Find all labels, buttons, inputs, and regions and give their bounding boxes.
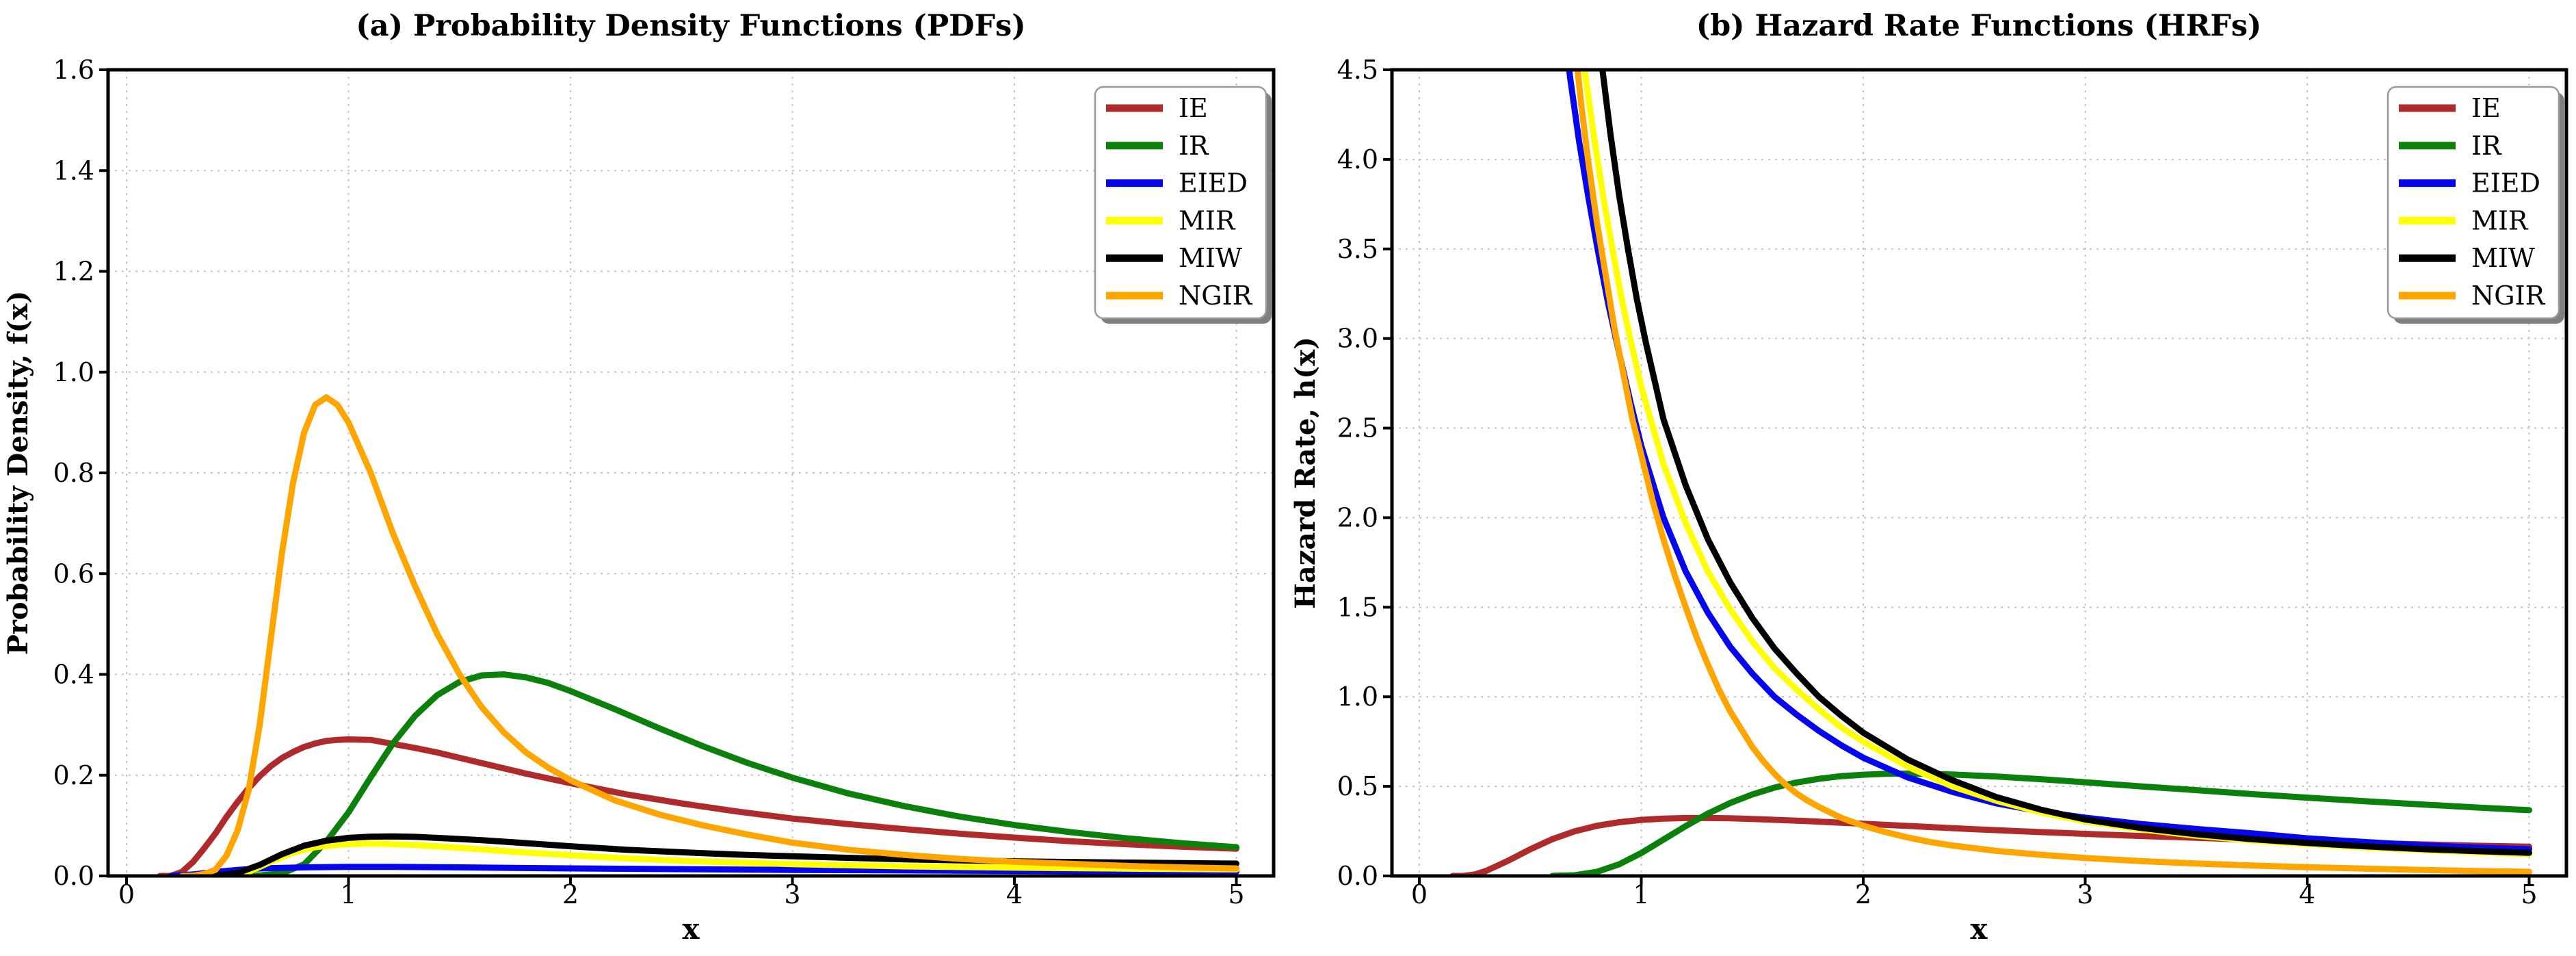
- series-curves: [1449, 70, 2532, 876]
- y-tick-label: 2.0: [1337, 502, 1378, 532]
- legend-label-NGIR: NGIR: [1179, 281, 1253, 311]
- series-line-MIW: [201, 833, 1239, 876]
- axis-ticks: [99, 68, 1238, 885]
- legend-label-MIR: MIR: [2471, 205, 2529, 235]
- x-tick-label: 4: [1006, 879, 1023, 909]
- legend-entry-NGIR: NGIR: [2399, 281, 2546, 311]
- legend-entry-MIW: MIW: [1106, 243, 1242, 273]
- hrf-chart-panel: 0 1 2 3 4 5 0.0 0.5 1.0 1.5 2.0 2.5 3.0 3.5 4.0 4.5 (b) …: [1289, 9, 2568, 946]
- gridlines: [108, 69, 1274, 876]
- legend-label-NGIR: NGIR: [2471, 281, 2546, 311]
- y-tick-label: 1.2: [53, 257, 94, 287]
- x-tick-label: 0: [118, 879, 135, 909]
- legend-entry-MIW: MIW: [2399, 243, 2535, 273]
- x-tick-label: 5: [2521, 879, 2537, 909]
- x-tick-label: 2: [1855, 879, 1871, 909]
- legend-entry-MIR: MIR: [1106, 205, 1236, 235]
- legend-label-IE: IE: [2471, 93, 2501, 123]
- legend-entry-IE: IE: [1106, 93, 1208, 123]
- y-tick-label: 0.5: [1337, 771, 1378, 801]
- axis-ticks: [1383, 68, 2531, 885]
- legend-entry-IR: IR: [1106, 131, 1209, 161]
- legend-entry-IR: IR: [2399, 131, 2502, 161]
- legend-entry-MIR: MIR: [2399, 205, 2529, 235]
- x-tick-label: 1: [340, 879, 356, 909]
- legend-label-EIED: EIED: [2471, 168, 2540, 198]
- y-tick-label: 1.0: [53, 357, 94, 387]
- x-tick-label: 0: [1411, 879, 1428, 909]
- pdf-chart-panel: 0 1 2 3 4 5 0.0 0.2 0.4 0.6 0.8 1.0 1.2 1.4 1.6 (a) Pro…: [2, 9, 1276, 946]
- y-tick-label: 0.8: [53, 458, 94, 488]
- x-tick-label: 3: [2077, 879, 2093, 909]
- y-tick-label: 4.5: [1337, 55, 1378, 85]
- y-tick-label: 1.4: [53, 155, 94, 185]
- series-line-NGIR: [1574, 70, 2532, 875]
- series-line-IR: [1549, 771, 2532, 876]
- y-tick-label: 2.5: [1337, 413, 1378, 443]
- y-tick-label: 0.0: [1337, 861, 1378, 891]
- series-line-MIR: [1581, 70, 2532, 857]
- legend-entry-EIED: EIED: [1106, 168, 1248, 198]
- tick-labels: 0 1 2 3 4 5 0.0 0.2 0.4 0.6 0.8 1.0 1.2 1.4 1.6: [53, 55, 1245, 909]
- y-tick-label: 4.0: [1337, 144, 1378, 175]
- series-line-EIED: [168, 864, 1239, 876]
- x-axis-label: x: [682, 912, 700, 946]
- series-line-EIED: [1566, 70, 2532, 853]
- y-tick-label: 0.2: [53, 760, 94, 790]
- legend-label-EIED: EIED: [1179, 168, 1248, 198]
- y-tick-label: 1.5: [1337, 592, 1378, 622]
- legend-entry-EIED: EIED: [2399, 168, 2540, 198]
- series-line-MIW: [1599, 70, 2532, 856]
- y-tick-label: 3.5: [1337, 234, 1378, 264]
- legend-label-MIW: MIW: [1179, 243, 1242, 273]
- series-line-IR: [234, 671, 1239, 876]
- plot-frame: [1390, 68, 2568, 878]
- legend-label-MIR: MIR: [1179, 205, 1236, 235]
- y-tick-label: 0.4: [53, 660, 94, 690]
- y-axis-label: Hazard Rate, h(x): [1289, 337, 1322, 609]
- x-tick-label: 2: [562, 879, 579, 909]
- series-line-NGIR: [179, 394, 1239, 876]
- x-axis-label: x: [1970, 912, 1988, 946]
- chart-title: (b) Hazard Rate Functions (HRFs): [1696, 9, 2262, 43]
- legend-entry-IE: IE: [2399, 93, 2501, 123]
- legend-label-MIW: MIW: [2471, 243, 2535, 273]
- y-axis-label: Probability Density, f(x): [2, 291, 34, 656]
- series-line-IE: [157, 736, 1239, 876]
- y-tick-label: 0.0: [53, 861, 94, 891]
- tick-labels: 0 1 2 3 4 5 0.0 0.5 1.0 1.5 2.0 2.5 3.0 3.5 4.0 4.5: [1337, 55, 2538, 909]
- y-tick-label: 3.0: [1337, 324, 1378, 354]
- x-tick-label: 3: [784, 879, 800, 909]
- legend: IE IR EIED MIR MIW NGIR: [2387, 86, 2564, 324]
- legend-label-IE: IE: [1179, 93, 1208, 123]
- legend-label-IR: IR: [2471, 131, 2502, 161]
- y-tick-label: 1.0: [1337, 682, 1378, 712]
- x-tick-label: 4: [2299, 879, 2315, 909]
- legend-label-IR: IR: [1179, 131, 1209, 161]
- x-tick-label: 5: [1228, 879, 1244, 909]
- legend-entry-NGIR: NGIR: [1106, 281, 1253, 311]
- legend: IE IR EIED MIR MIW NGIR: [1094, 86, 1272, 324]
- x-tick-label: 1: [1633, 879, 1649, 909]
- chart-title: (a) Probability Density Functions (PDFs): [356, 9, 1025, 43]
- y-tick-label: 1.6: [53, 55, 94, 85]
- series-curves: [157, 394, 1239, 876]
- y-tick-label: 0.6: [53, 558, 94, 589]
